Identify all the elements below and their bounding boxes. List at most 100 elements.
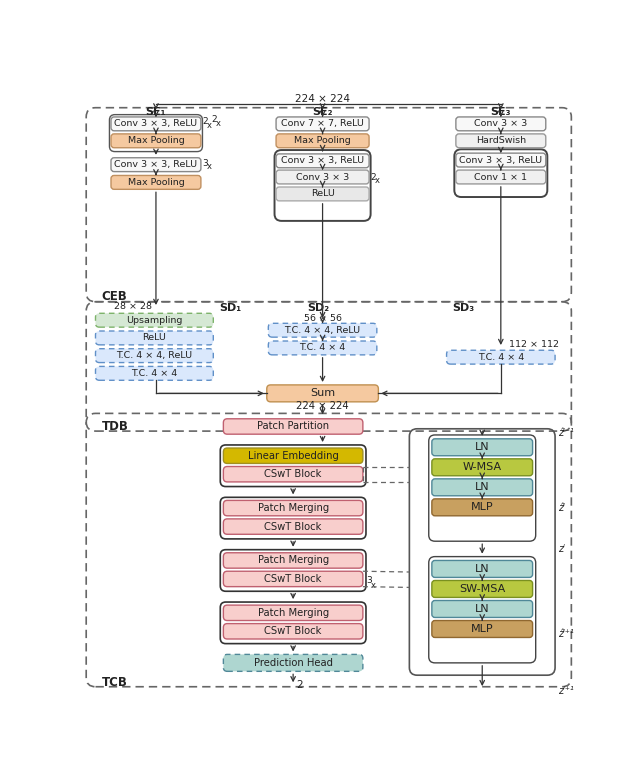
FancyBboxPatch shape [223,571,363,586]
Text: Conv 3 × 3: Conv 3 × 3 [474,120,527,128]
FancyBboxPatch shape [432,459,532,475]
FancyBboxPatch shape [223,448,363,464]
FancyBboxPatch shape [223,500,363,516]
Text: ReLU: ReLU [143,333,166,343]
FancyBboxPatch shape [432,479,532,496]
Text: TDB: TDB [102,420,129,433]
Text: Sum: Sum [310,389,335,398]
FancyBboxPatch shape [276,134,369,148]
FancyBboxPatch shape [268,341,377,355]
Text: CSwT Block: CSwT Block [264,522,322,532]
FancyBboxPatch shape [432,621,532,637]
Text: T.C. 4 × 4: T.C. 4 × 4 [131,369,177,378]
FancyBboxPatch shape [223,553,363,569]
FancyBboxPatch shape [111,158,201,171]
Text: x: x [371,580,376,590]
FancyBboxPatch shape [268,323,377,337]
FancyBboxPatch shape [276,117,369,131]
FancyBboxPatch shape [223,419,363,434]
FancyBboxPatch shape [223,467,363,482]
Text: zˡ: zˡ [558,544,565,554]
Text: ẑˡ: ẑˡ [558,503,565,513]
Text: Patch Merging: Patch Merging [257,608,329,618]
FancyBboxPatch shape [223,519,363,534]
Text: 3: 3 [203,159,209,167]
Text: x: x [207,121,212,130]
FancyBboxPatch shape [223,623,363,639]
Text: T.C. 4 × 4: T.C. 4 × 4 [477,353,524,362]
Text: SE₁: SE₁ [146,106,166,117]
Text: SW-MSA: SW-MSA [459,584,506,594]
FancyBboxPatch shape [111,134,201,148]
FancyBboxPatch shape [447,350,555,364]
Text: W-MSA: W-MSA [463,462,502,472]
Text: MLP: MLP [471,624,493,634]
FancyBboxPatch shape [95,331,213,345]
Text: 2: 2 [370,173,376,181]
Text: SD₂: SD₂ [308,303,330,313]
Text: 2: 2 [296,680,303,691]
Text: x: x [207,163,212,171]
Text: Linear Embedding: Linear Embedding [248,450,339,461]
Text: SD₁: SD₁ [220,303,242,313]
Text: Conv 1 × 1: Conv 1 × 1 [474,173,527,181]
Text: Max Pooling: Max Pooling [294,136,351,145]
Text: ẑˡ⁻¹: ẑˡ⁻¹ [558,428,574,438]
Text: LN: LN [475,564,490,574]
Text: 2: 2 [203,117,209,126]
FancyBboxPatch shape [456,134,546,148]
Text: CSwT Block: CSwT Block [264,626,322,637]
Text: Conv 3 × 3, ReLU: Conv 3 × 3, ReLU [281,156,364,165]
Text: 2: 2 [211,115,217,124]
Text: Prediction Head: Prediction Head [253,658,333,668]
Text: Patch Merging: Patch Merging [257,555,329,565]
Text: Conv 3 × 3, ReLU: Conv 3 × 3, ReLU [115,160,198,169]
Text: 3: 3 [366,576,372,585]
FancyBboxPatch shape [456,170,546,184]
FancyBboxPatch shape [432,580,532,597]
FancyBboxPatch shape [223,655,363,671]
FancyBboxPatch shape [432,601,532,618]
Text: CSwT Block: CSwT Block [264,469,322,479]
Text: Conv 3 × 3, ReLU: Conv 3 × 3, ReLU [460,156,542,164]
Text: ReLU: ReLU [310,189,335,199]
Text: 224 × 224: 224 × 224 [295,94,350,104]
Text: 224 × 224: 224 × 224 [296,400,349,411]
Text: Max Pooling: Max Pooling [127,136,184,145]
FancyBboxPatch shape [111,117,201,131]
Text: SD₃: SD₃ [452,303,474,313]
FancyBboxPatch shape [432,439,532,456]
Text: LN: LN [475,482,490,493]
Text: SE₂: SE₂ [312,106,333,117]
Text: ẑˡ⁺¹: ẑˡ⁺¹ [558,629,574,639]
FancyBboxPatch shape [276,170,369,184]
Text: MLP: MLP [471,502,493,512]
Text: HardSwish: HardSwish [476,136,526,145]
FancyBboxPatch shape [456,153,546,167]
Text: 56 × 56: 56 × 56 [303,314,342,323]
FancyBboxPatch shape [432,499,532,516]
Text: SE₃: SE₃ [491,106,511,117]
FancyBboxPatch shape [276,187,369,201]
FancyBboxPatch shape [95,349,213,363]
Text: LN: LN [475,443,490,452]
Text: Patch Partition: Patch Partition [257,421,329,432]
FancyBboxPatch shape [95,367,213,380]
Text: Conv 3 × 3: Conv 3 × 3 [296,173,349,181]
FancyBboxPatch shape [432,561,532,577]
Text: Conv 3 × 3, ReLU: Conv 3 × 3, ReLU [115,120,198,128]
Text: TCB: TCB [102,676,127,689]
Text: Max Pooling: Max Pooling [127,178,184,187]
Text: 112 × 112: 112 × 112 [509,340,559,350]
FancyBboxPatch shape [267,385,378,402]
Text: x: x [216,119,220,127]
Text: LN: LN [475,604,490,614]
Text: CEB: CEB [102,290,127,303]
FancyBboxPatch shape [456,117,546,131]
Text: T.C. 4 × 4, ReLU: T.C. 4 × 4, ReLU [285,326,360,335]
Text: T.C. 4 × 4: T.C. 4 × 4 [300,343,346,353]
Text: x: x [374,177,380,185]
Text: 28 × 28: 28 × 28 [114,302,152,311]
FancyBboxPatch shape [111,175,201,189]
FancyBboxPatch shape [223,605,363,621]
